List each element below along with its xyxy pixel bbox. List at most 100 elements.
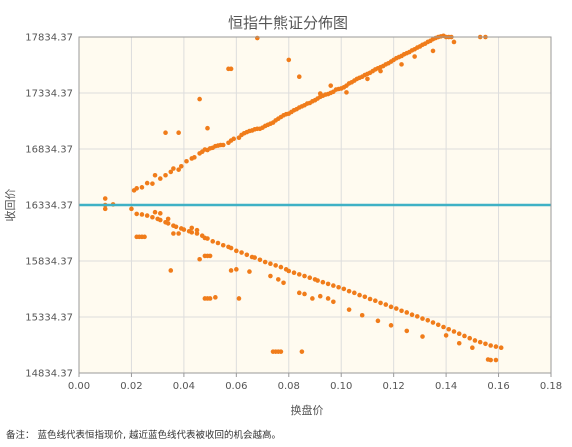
data-point (477, 339, 483, 345)
data-point (328, 83, 334, 88)
data-point (184, 158, 189, 164)
data-point (352, 290, 357, 296)
x-tick-label: 0.04 (173, 381, 195, 392)
data-point (399, 62, 404, 67)
data-point (134, 211, 139, 217)
data-point (286, 57, 292, 63)
data-point (215, 240, 221, 246)
data-point (228, 245, 234, 251)
data-point (236, 296, 242, 301)
data-point (307, 275, 313, 281)
x-axis-label: 换盘价 (291, 403, 324, 417)
data-point (205, 236, 210, 241)
data-point (451, 39, 457, 45)
y-tick-label: 17334.37 (25, 89, 73, 100)
data-point (493, 344, 499, 349)
data-point (273, 263, 278, 268)
data-point (388, 304, 394, 310)
y-axis-label: 收回价 (3, 189, 17, 222)
y-tick-label: 17834.37 (25, 33, 73, 44)
data-point (210, 239, 216, 244)
data-point (420, 334, 425, 339)
data-point (102, 196, 108, 201)
data-point (341, 286, 347, 292)
data-point (244, 252, 250, 258)
data-point (142, 234, 147, 240)
data-point (213, 295, 218, 300)
data-point (404, 310, 410, 315)
data-point (399, 308, 404, 314)
data-point (286, 268, 292, 274)
data-point (493, 357, 499, 363)
y-axis-ticks: 14834.37 15334.37 15834.37 16334.37 16834.37… (25, 33, 73, 380)
y-tick-label: 15834.37 (25, 257, 73, 268)
y-tick-label: 16334.37 (25, 201, 73, 212)
x-tick-label: 0.02 (120, 381, 142, 392)
data-point (139, 212, 145, 217)
data-point (412, 54, 417, 59)
data-point (346, 307, 352, 312)
data-point (488, 343, 493, 348)
data-point (178, 163, 184, 169)
data-point (302, 273, 307, 279)
data-point (291, 270, 297, 275)
data-point (144, 180, 150, 186)
data-point (194, 227, 200, 233)
data-point (168, 268, 174, 273)
data-point (498, 345, 504, 351)
data-point (325, 296, 331, 301)
data-point (317, 91, 323, 96)
data-point (446, 326, 452, 332)
data-point (150, 214, 155, 220)
data-point (359, 312, 365, 318)
data-point (197, 96, 202, 102)
data-point (315, 278, 320, 283)
data-point (239, 250, 244, 255)
data-point (268, 261, 273, 267)
chart-title: 恒指牛熊证分佈图 (228, 14, 348, 32)
data-point (378, 300, 383, 306)
data-point (331, 283, 336, 288)
x-tick-label: 0.00 (68, 381, 90, 392)
data-point (234, 267, 239, 272)
data-point (483, 341, 488, 347)
y-tick-label: 14834.37 (25, 369, 73, 380)
x-axis-ticks: 0.00 0.02 0.04 0.06 0.08 0.10 0.12 0.14 0.16 0.18 (68, 373, 562, 392)
data-point (134, 186, 139, 191)
data-point (165, 216, 171, 222)
data-point (430, 48, 436, 54)
data-point (278, 349, 284, 354)
x-tick-label: 0.14 (435, 381, 457, 392)
data-point (163, 172, 168, 178)
data-point (296, 290, 302, 296)
data-point (176, 231, 181, 236)
data-point (378, 68, 383, 74)
x-tick-label: 0.06 (225, 381, 247, 392)
data-point (404, 328, 410, 334)
data-point (425, 317, 431, 323)
data-point (488, 357, 493, 363)
data-point (255, 35, 260, 41)
data-point (310, 296, 315, 301)
data-point (320, 279, 326, 285)
data-point (388, 323, 394, 328)
data-point (207, 296, 213, 301)
data-point (299, 349, 305, 354)
data-point (205, 125, 210, 131)
data-point (467, 335, 473, 341)
data-point (150, 181, 155, 186)
data-point (152, 172, 158, 178)
data-point (302, 291, 307, 297)
data-point (367, 296, 373, 302)
data-point (168, 169, 174, 175)
data-point (296, 272, 302, 277)
data-points (102, 33, 504, 363)
data-point (365, 76, 370, 82)
data-point (409, 312, 415, 317)
data-point (171, 166, 176, 171)
data-point (189, 230, 195, 235)
data-point (171, 231, 176, 236)
data-point (252, 255, 257, 260)
data-point (420, 316, 425, 321)
data-point (470, 345, 475, 351)
